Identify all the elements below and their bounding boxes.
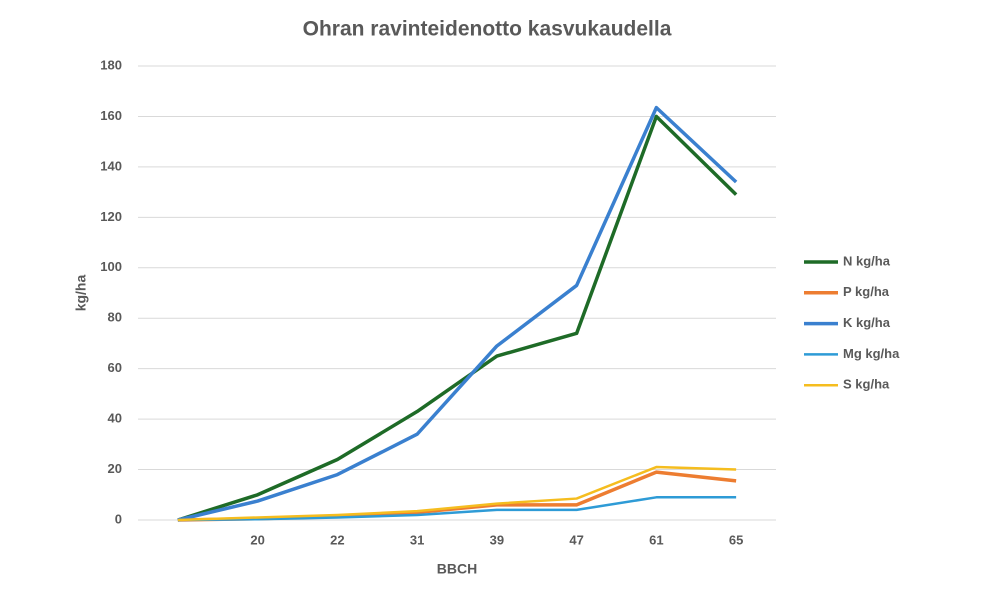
data-line xyxy=(177,105,738,522)
x-tick-label: 20 xyxy=(250,532,264,547)
legend-label: K kg/ha xyxy=(843,315,891,330)
y-tick-label: 0 xyxy=(115,511,122,526)
y-tick-label: 160 xyxy=(100,108,122,123)
legend-label: P kg/ha xyxy=(843,284,890,299)
y-tick-label: 80 xyxy=(108,310,122,325)
data-line xyxy=(177,114,738,522)
y-tick-label: 20 xyxy=(108,461,122,476)
x-tick-label: 22 xyxy=(330,532,344,547)
y-tick-label: 120 xyxy=(100,209,122,224)
y-tick-label: 60 xyxy=(108,360,122,375)
chart-title: Ohran ravinteidenotto kasvukaudella xyxy=(303,18,672,41)
x-tick-label: 47 xyxy=(569,532,583,547)
y-axis-label: kg/ha xyxy=(73,275,89,312)
x-tick-label: 65 xyxy=(729,532,743,547)
legend-label: Mg kg/ha xyxy=(843,346,900,361)
legend-label: S kg/ha xyxy=(843,377,890,392)
data-line xyxy=(177,496,737,522)
y-tick-label: 100 xyxy=(100,259,122,274)
x-tick-label: 39 xyxy=(490,532,504,547)
data-line xyxy=(177,465,737,522)
x-tick-label: 31 xyxy=(410,532,424,547)
y-tick-label: 40 xyxy=(108,411,122,426)
x-axis-label: BBCH xyxy=(437,561,477,577)
legend-label: N kg/ha xyxy=(843,253,891,268)
y-tick-label: 180 xyxy=(100,57,122,72)
x-tick-label: 61 xyxy=(649,532,663,547)
y-tick-label: 140 xyxy=(100,158,122,173)
